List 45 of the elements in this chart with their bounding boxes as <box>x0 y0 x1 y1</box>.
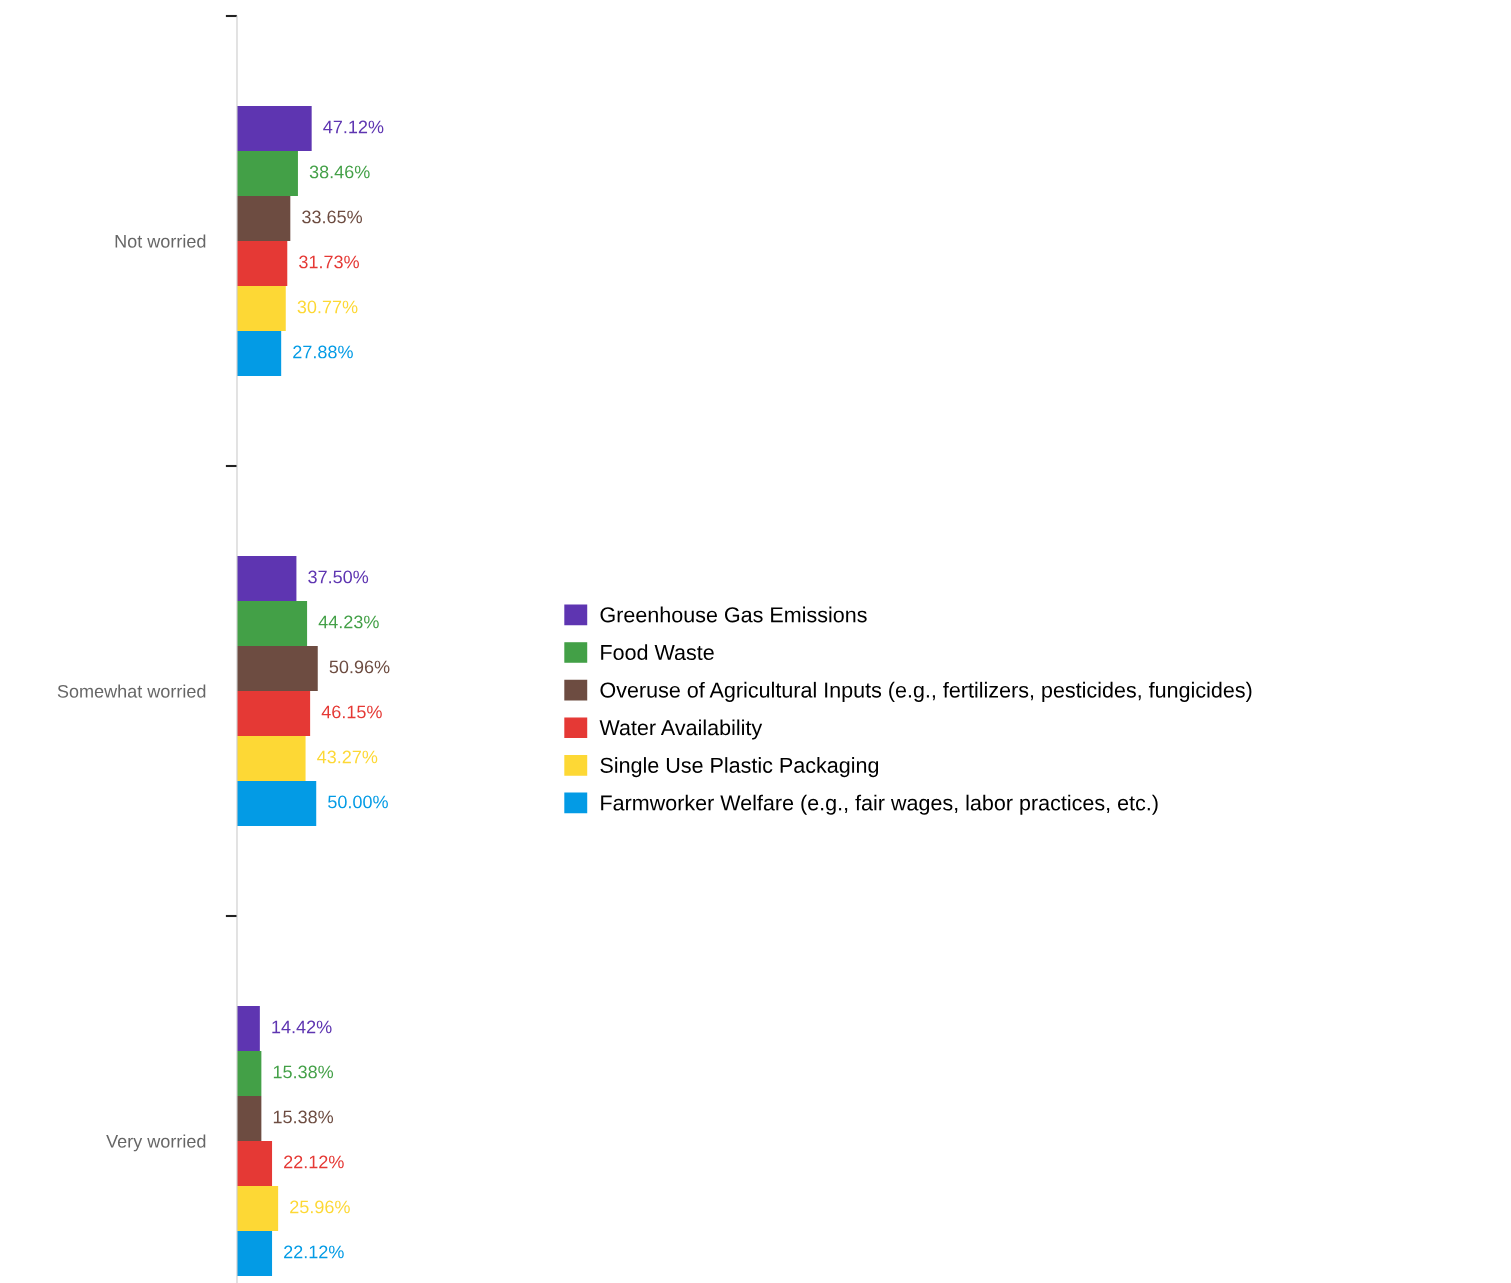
data-label: 50.00% <box>328 795 388 809</box>
data-label: 14.42% <box>272 1020 332 1034</box>
legend-label: Greenhouse Gas Emissions <box>600 606 867 623</box>
bar <box>237 286 286 331</box>
bar <box>237 1231 273 1276</box>
legend-label: Farmworker Welfare (e.g., fair wages, labor practices, etc.) <box>601 794 1158 815</box>
bar <box>237 151 298 196</box>
y-tick-label: Very worried <box>106 1134 206 1152</box>
bar <box>237 601 308 646</box>
bar <box>237 331 282 376</box>
legend-label: Food Waste <box>601 644 714 661</box>
data-label: 43.27% <box>317 750 378 764</box>
data-label: 22.12% <box>284 1245 344 1259</box>
bar <box>237 1141 273 1186</box>
data-label: 15.38% <box>273 1065 334 1079</box>
legend-label: Water Availability <box>599 719 763 740</box>
data-label: 31.73% <box>299 255 359 269</box>
data-label: 47.12% <box>323 120 384 134</box>
bar <box>237 736 306 781</box>
data-label: 37.50% <box>308 570 369 584</box>
data-label: 27.88% <box>293 345 353 359</box>
y-tick-label: Somewhat worried <box>57 684 206 698</box>
bar <box>237 646 318 691</box>
data-label: 15.38% <box>273 1110 334 1124</box>
data-label: 38.46% <box>309 165 370 179</box>
data-label: 46.15% <box>321 705 382 719</box>
bar <box>237 1051 262 1096</box>
data-label: 33.65% <box>302 210 363 224</box>
data-label: 22.12% <box>284 1155 344 1169</box>
bar <box>237 1186 279 1231</box>
bar <box>237 1006 260 1051</box>
bar <box>237 196 291 241</box>
legend-label: Single Use Plastic Packaging <box>600 757 879 778</box>
data-label: 30.77% <box>297 300 358 314</box>
data-label: 25.96% <box>290 1200 350 1214</box>
bar <box>237 691 311 736</box>
y-tick-label: Not worried <box>115 234 206 248</box>
legend-label: Overuse of Agricultural Inputs (e.g., fertilizers, pesticides, fungicides) <box>600 681 1252 702</box>
data-label: 44.23% <box>318 615 379 629</box>
bar <box>237 781 317 826</box>
bar <box>237 1096 262 1141</box>
bar <box>237 556 297 601</box>
bar <box>237 241 288 286</box>
data-label: 50.96% <box>329 660 390 674</box>
bar <box>237 106 312 151</box>
